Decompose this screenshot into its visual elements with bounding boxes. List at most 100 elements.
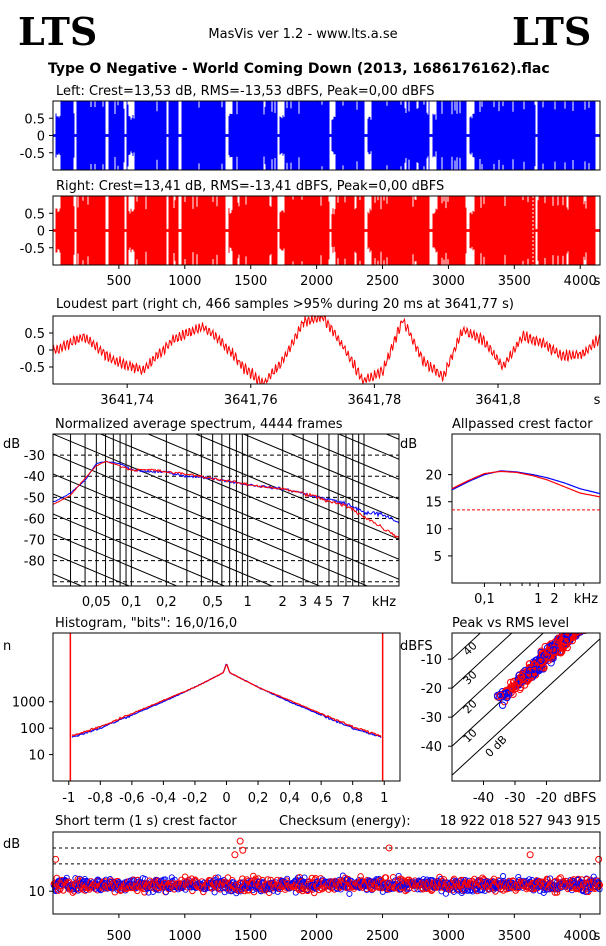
left-y-tick-label: 0 xyxy=(37,130,45,145)
peak-rms-point xyxy=(578,633,583,634)
peak-rms-point xyxy=(571,633,577,634)
peak-rms-point xyxy=(511,684,520,693)
histogram-x-tick-label: 1 xyxy=(380,791,388,806)
loudest-x-tick-label: 3641,74 xyxy=(100,393,154,408)
loudest-x-tick-label: 3641,76 xyxy=(224,393,278,408)
right-y-tick-label: 0.5 xyxy=(24,207,45,222)
histogram-y-tick-label: 10 xyxy=(28,749,45,764)
histogram-frame xyxy=(52,632,401,782)
allpassed-y-tick-label: 10 xyxy=(425,523,442,538)
peak-rms-point xyxy=(581,633,586,634)
short-term-x-unit: s xyxy=(594,929,601,944)
short-term-right-point xyxy=(69,889,77,896)
peak-rms-point xyxy=(581,633,587,634)
loudest-y-tick-label: -0.5 xyxy=(20,361,45,376)
peak-rms-point xyxy=(580,633,585,634)
peak-rms-point xyxy=(574,633,579,634)
peak-rms-point xyxy=(581,633,587,634)
peak-rms-y-tick-label: -10 xyxy=(421,653,442,668)
short-term-outlier-point xyxy=(239,846,247,854)
right-channel-title: Right: Crest=13,41 dB, RMS=-13,41 dBFS, … xyxy=(56,179,444,194)
spectrum-slope-line xyxy=(53,614,399,759)
peak-rms-point xyxy=(575,633,580,634)
right-x-unit: s xyxy=(594,274,601,289)
short-term-right-point xyxy=(553,889,561,896)
short-term-left-point xyxy=(479,887,486,894)
peak-rms-point xyxy=(573,633,579,634)
short-term-outlier-point xyxy=(52,855,60,863)
short-term-outlier-point xyxy=(595,855,603,863)
peak-rms-point xyxy=(574,633,581,635)
histogram-right-trace xyxy=(71,664,382,738)
peak-rms-point xyxy=(575,633,581,634)
peak-rms-point xyxy=(572,633,578,634)
peak-rms-point xyxy=(576,633,582,634)
loudest-x-tick-label: 3641,78 xyxy=(348,393,402,408)
peak-rms-point xyxy=(571,633,577,634)
short-term-outlier-point xyxy=(231,851,239,859)
peak-rms-point xyxy=(573,633,578,634)
lts-logo-left: LTS xyxy=(18,9,97,54)
peak-rms-point xyxy=(496,691,505,700)
peak-rms-point xyxy=(498,701,507,709)
short-term-right-point xyxy=(250,888,258,896)
peak-rms-point xyxy=(575,633,581,634)
peak-rms-point xyxy=(580,633,586,634)
spectrum-y-tick-label: -80 xyxy=(24,555,45,570)
spectrum-slope-line xyxy=(53,533,179,586)
loudest-x-unit: s xyxy=(594,393,601,408)
allpassed-x-tick-label: 2 xyxy=(550,592,558,607)
peak-rms-point xyxy=(570,633,576,634)
peak-rms-point xyxy=(573,633,579,634)
peak-rms-point xyxy=(577,633,583,634)
spectrum-slope-line xyxy=(99,434,399,560)
peak-rms-point xyxy=(579,633,584,634)
peak-rms-point xyxy=(562,636,571,644)
peak-rms-point xyxy=(572,633,578,634)
peak-rms-point xyxy=(573,633,578,634)
peak-rms-crest-label: 20 xyxy=(461,697,480,716)
peak-rms-crest-label: 0 dB xyxy=(483,733,510,760)
spectrum-y-unit: dB xyxy=(3,437,20,452)
peak-rms-point xyxy=(574,633,580,634)
peak-rms-point xyxy=(580,633,586,634)
peak-rms-point xyxy=(575,633,580,634)
peak-rms-point xyxy=(577,633,583,634)
left-channel-title: Left: Crest=13,53 dB, RMS=-13,53 dBFS, P… xyxy=(56,84,435,99)
spectrum-slope-line xyxy=(53,634,399,779)
peak-rms-point xyxy=(583,633,588,634)
right-x-tick-label: 3000 xyxy=(432,274,465,289)
peak-rms-point xyxy=(572,633,577,634)
peak-rms-point xyxy=(572,633,578,634)
short-term-left-point xyxy=(284,875,291,882)
peak-rms-point xyxy=(578,633,584,634)
spectrum-y-tick-label: -40 xyxy=(24,470,45,485)
peak-rms-point xyxy=(574,633,579,634)
histogram-y-tick-label: 1000 xyxy=(12,696,45,711)
file-title: Type O Negative - World Coming Down (201… xyxy=(48,61,550,77)
peak-rms-point xyxy=(575,633,580,634)
peak-rms-point xyxy=(578,633,583,634)
right-x-tick-label: 2000 xyxy=(300,274,333,289)
short-term-y-tick-label: 10 xyxy=(28,885,45,900)
short-term-left-point xyxy=(346,890,353,897)
loudest-x-tick-label: 3641,8 xyxy=(475,393,521,408)
spectrum-x-tick-label: 2 xyxy=(279,595,287,610)
peak-rms-point xyxy=(574,633,579,634)
peak-rms-point xyxy=(577,633,583,634)
histogram-x-tick-label: 0,2 xyxy=(248,791,269,806)
peak-rms-point xyxy=(575,633,580,634)
peak-rms-point xyxy=(580,633,586,634)
left-y-tick-label: -0.5 xyxy=(20,147,45,162)
peak-rms-point xyxy=(576,633,582,634)
histogram-x-tick-label: 0,4 xyxy=(279,791,300,806)
allpassed-y-tick-label: 5 xyxy=(434,550,442,565)
histogram-x-tick-label: -0,6 xyxy=(119,791,144,806)
peak-rms-point xyxy=(578,633,583,634)
peak-rms-point xyxy=(542,652,550,660)
peak-rms-point xyxy=(537,656,545,665)
short-term-left-point xyxy=(211,889,218,896)
app-version: MasVis ver 1.2 - www.lts.a.se xyxy=(208,27,397,42)
allpassed-x-unit: kHz xyxy=(574,592,598,607)
histogram-title: Histogram, "bits": 16,0/16,0 xyxy=(55,616,237,631)
